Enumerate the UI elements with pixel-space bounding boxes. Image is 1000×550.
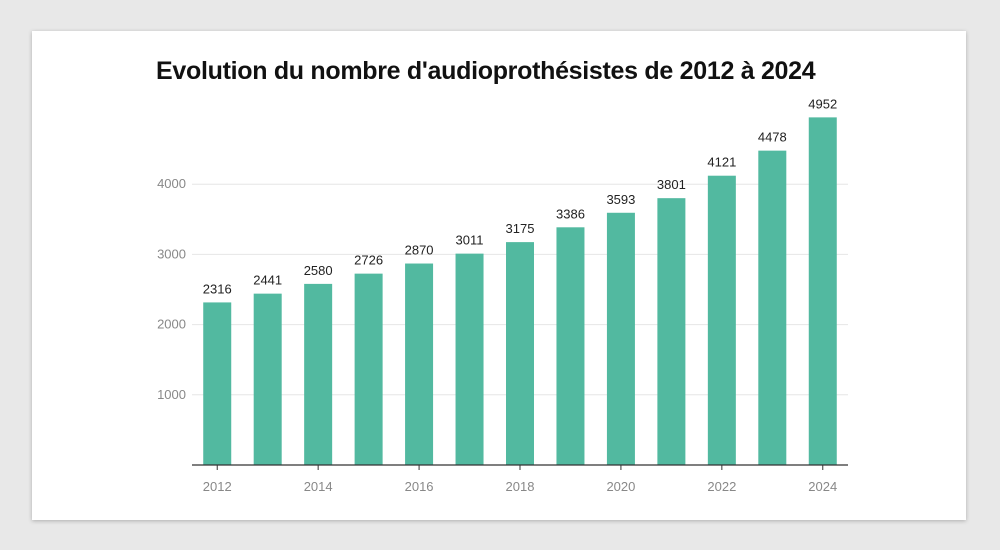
data-labels: 2316 2441 2580 2726 2870 3011 3175 3386 3593 3801… <box>203 96 837 296</box>
y-tick-label: 3000 <box>157 246 186 261</box>
bars <box>203 117 837 465</box>
bar-2017 <box>455 253 484 465</box>
bar-2021 <box>657 198 686 465</box>
bar-2015 <box>354 273 383 465</box>
chart-title: Evolution du nombre d'audioprothésistes … <box>156 57 816 85</box>
data-label-2024: 4952 <box>808 96 837 111</box>
bar-2024 <box>808 117 837 465</box>
data-label-2015: 2726 <box>354 253 383 268</box>
bar-2014 <box>304 283 333 465</box>
data-label-2013: 2441 <box>253 273 282 288</box>
y-axis-ticks: 1000 2000 3000 4000 <box>157 176 186 402</box>
bar-2018 <box>506 242 534 465</box>
x-tick-label-2012: 2012 <box>203 479 232 494</box>
x-tick-label-2014: 2014 <box>304 479 333 494</box>
data-label-2023: 4478 <box>758 130 787 145</box>
data-label-2018: 3175 <box>506 221 535 236</box>
y-tick-label: 1000 <box>157 387 186 402</box>
bar-2022 <box>707 175 736 465</box>
data-label-2022: 4121 <box>707 155 736 170</box>
x-axis-ticks: 2012 2014 2016 2018 2020 2022 2024 <box>203 465 837 494</box>
bar-2013 <box>253 293 282 465</box>
data-label-2020: 3593 <box>606 192 635 207</box>
bar-chart: 1000 2000 3000 4000 2316 2441 2580 2726 2870 301… <box>157 96 848 494</box>
data-label-2021: 3801 <box>657 177 686 192</box>
bar-2016 <box>405 263 434 465</box>
x-tick-label-2016: 2016 <box>405 479 434 494</box>
data-label-2016: 2870 <box>405 243 434 258</box>
x-tick-label-2018: 2018 <box>506 479 535 494</box>
y-tick-label: 2000 <box>157 317 186 332</box>
bar-2020 <box>606 212 635 465</box>
chart-card: Evolution du nombre d'audioprothésistes … <box>32 31 966 520</box>
bar-2019 <box>556 227 585 465</box>
data-label-2019: 3386 <box>556 206 585 221</box>
data-label-2012: 2316 <box>203 281 232 296</box>
data-label-2017: 3011 <box>456 233 484 248</box>
y-tick-label: 4000 <box>157 176 186 191</box>
bar-2023 <box>758 150 787 465</box>
bar-2012 <box>203 302 232 465</box>
data-label-2014: 2580 <box>304 263 333 278</box>
x-tick-label-2022: 2022 <box>707 479 736 494</box>
x-tick-label-2020: 2020 <box>606 479 635 494</box>
x-tick-label-2024: 2024 <box>808 479 837 494</box>
